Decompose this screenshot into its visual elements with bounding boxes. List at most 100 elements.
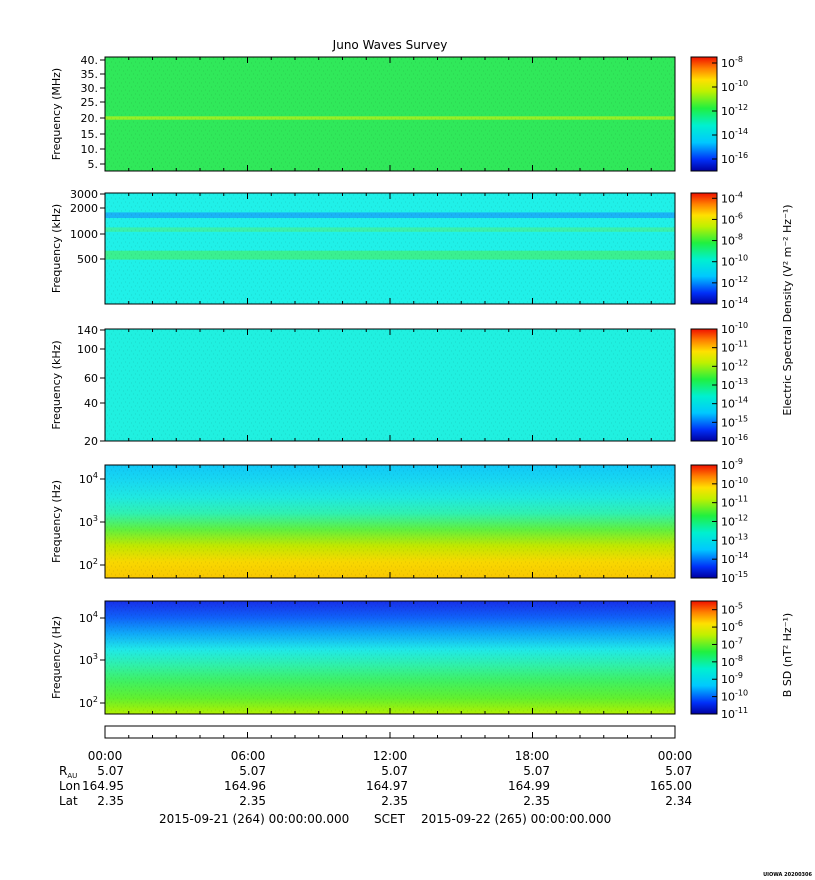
ephem-value-2-1: 164.95: [82, 779, 124, 793]
colorbar-tick-2-4: 10-10: [721, 254, 748, 269]
colorbar-tick-4-2: 10-10: [721, 476, 748, 491]
ephem-value-3-4: 2.35: [523, 794, 550, 808]
ephem-value-1-4: 5.07: [523, 764, 550, 778]
ytick-label-2-1: 3000: [70, 188, 98, 201]
panel-1: 40.35.30.25. 20. 15. 10. 5. Frequency (MHz): [50, 54, 676, 172]
ytick-label-2-2: 2000: [70, 202, 98, 215]
colorbar-tick-3-2: 10-11: [721, 340, 748, 355]
colorbar-tick-5-1: 10-5: [721, 602, 743, 617]
colorbar-1: 10-8 10-10 10-12 10-14 10-16: [690, 55, 748, 172]
panel-4: 104 103 102 Frequency (Hz): [50, 464, 676, 579]
ytick-label-1-7: 10.: [81, 143, 99, 156]
colorbar-tick-5-4: 10-8: [721, 654, 743, 669]
colorbar-tick-1-1: 10-8: [721, 55, 743, 70]
ylabel-2: Frequency (kHz): [50, 204, 63, 293]
footer-start: 2015-09-21 (264) 00:00:00.000: [159, 812, 349, 826]
ytick-label-5-2: 103: [79, 652, 98, 667]
ytick-label-4-2: 103: [79, 514, 98, 529]
colorbar-tick-4-1: 10-9: [721, 457, 743, 472]
colorbars: 10-8 10-10 10-12 10-14 10-16 10-4 10-6 10-8 10-1…: [690, 55, 748, 721]
colorbar-2: 10-4 10-6 10-8 10-10 10-12 10-14: [690, 190, 748, 311]
footer-end: 2015-09-22 (265) 00:00:00.000: [421, 812, 611, 826]
ephem-value-1-2: 5.07: [239, 764, 266, 778]
colorbar-tick-2-3: 10-8: [721, 233, 743, 248]
colorbar-tick-3-7: 10-16: [721, 433, 748, 448]
ytick-label-1-8: 5.: [88, 158, 99, 171]
ephem-value-3-1: 2.35: [97, 794, 124, 808]
colorbar-tick-4-4: 10-12: [721, 514, 748, 529]
colorbar-tick-2-2: 10-6: [721, 211, 743, 226]
figure-title: Juno Waves Survey: [332, 38, 448, 52]
ytick-label-3-1: 140: [77, 324, 98, 337]
colorbar-tick-5-6: 10-10: [721, 689, 748, 704]
ytick-label-2-3: 1000: [70, 228, 98, 241]
ephemeris-table: RAU 5.07 5.07 5.07 5.07 5.07 Lon 164.95 164.96 16…: [59, 764, 692, 808]
ytick-label-2-4: 500: [77, 253, 98, 266]
ephem-value-3-2: 2.35: [239, 794, 266, 808]
time-tick-3: 12:00: [373, 749, 408, 763]
time-tick-2: 06:00: [231, 749, 266, 763]
ytick-label-4-1: 104: [79, 471, 98, 486]
footer-mode: SCET: [374, 812, 406, 826]
colorbar-tick-3-4: 10-13: [721, 377, 748, 392]
colorbar-tick-5-2: 10-6: [721, 619, 743, 634]
ytick-label-4-3: 102: [79, 557, 98, 572]
colorbar-tick-2-1: 10-4: [721, 190, 743, 205]
colorbar-tick-5-3: 10-7: [721, 636, 743, 651]
ylabel-3: Frequency (kHz): [50, 340, 63, 429]
ylabel-4: Frequency (Hz): [50, 480, 63, 563]
colorbar-tick-4-7: 10-15: [721, 570, 748, 585]
spectrogram-panels: 40.35.30.25. 20. 15. 10. 5. Frequency (MHz) 30…: [50, 54, 676, 715]
spectrogram-texture-5: [105, 601, 675, 714]
ephem-value-3-3: 2.35: [381, 794, 408, 808]
colorbar-tick-2-5: 10-12: [721, 275, 748, 290]
colorbar-tick-4-5: 10-13: [721, 532, 748, 547]
ephem-value-1-1: 5.07: [97, 764, 124, 778]
ephem-label-1: RAU: [59, 764, 77, 780]
time-tick-5: 00:00: [658, 749, 693, 763]
spectrogram-texture-2: [105, 193, 675, 304]
ytick-label-3-3: 60: [84, 372, 98, 385]
ephem-value-2-5: 165.00: [650, 779, 692, 793]
ytick-label-5-1: 104: [79, 610, 98, 625]
ephem-value-1-5: 5.07: [665, 764, 692, 778]
ylabel-1: Frequency (MHz): [50, 68, 63, 160]
ephem-value-2-3: 164.97: [366, 779, 408, 793]
colorbar-3: 10-10 10-11 10-12 10-13 10-14 10-15 10-16: [690, 321, 748, 448]
colorbar-tick-1-4: 10-14: [721, 127, 748, 142]
panel-5: 104 103 102 Frequency (Hz): [50, 600, 676, 715]
ytick-label-3-2: 100: [77, 343, 98, 356]
time-axis: 00:00 06:00 12:00 18:00 00:00: [88, 725, 693, 763]
time-tick-4: 18:00: [515, 749, 550, 763]
colorbar-label-electric: Electric Spectral Density (V² m⁻² Hz⁻¹): [781, 204, 794, 415]
colorbar-tick-4-6: 10-14: [721, 551, 748, 566]
spectrogram-texture-1: [105, 57, 675, 171]
colorbar-tick-1-2: 10-10: [721, 79, 748, 94]
ytick-label-1-1: 40.: [81, 54, 99, 67]
colorbar-tick-5-5: 10-9: [721, 671, 743, 686]
ytick-label-3-5: 20: [84, 435, 98, 448]
ephem-label-3: Lat: [59, 794, 78, 808]
colorbar-tick-1-5: 10-16: [721, 151, 748, 166]
colorbar-tick-4-3: 10-11: [721, 495, 748, 510]
colorbar-tick-3-1: 10-10: [721, 321, 748, 336]
ytick-label-1-5: 20.: [81, 112, 99, 125]
ytick-label-5-3: 102: [79, 695, 98, 710]
ytick-label-3-4: 40: [84, 397, 98, 410]
colorbar-tick-2-6: 10-14: [721, 296, 748, 311]
ephem-value-2-4: 164.99: [508, 779, 550, 793]
colorbar-label-magnetic: B SD (nT² Hz⁻¹): [781, 613, 794, 697]
spectrogram-texture-4: [105, 465, 675, 578]
ephem-value-2-2: 164.96: [224, 779, 266, 793]
time-tick-1: 00:00: [88, 749, 123, 763]
ytick-label-1-3: 30.: [81, 82, 99, 95]
ephem-value-1-3: 5.07: [381, 764, 408, 778]
colorbar-tick-3-6: 10-15: [721, 414, 748, 429]
ylabel-5: Frequency (Hz): [50, 616, 63, 699]
colorbar-tick-1-3: 10-12: [721, 103, 748, 118]
ephem-label-2: Lon: [59, 779, 80, 793]
colorbar-4: 10-9 10-10 10-11 10-12 10-13 10-14 10-15: [690, 457, 748, 585]
colorbar-tick-5-7: 10-11: [721, 706, 748, 721]
